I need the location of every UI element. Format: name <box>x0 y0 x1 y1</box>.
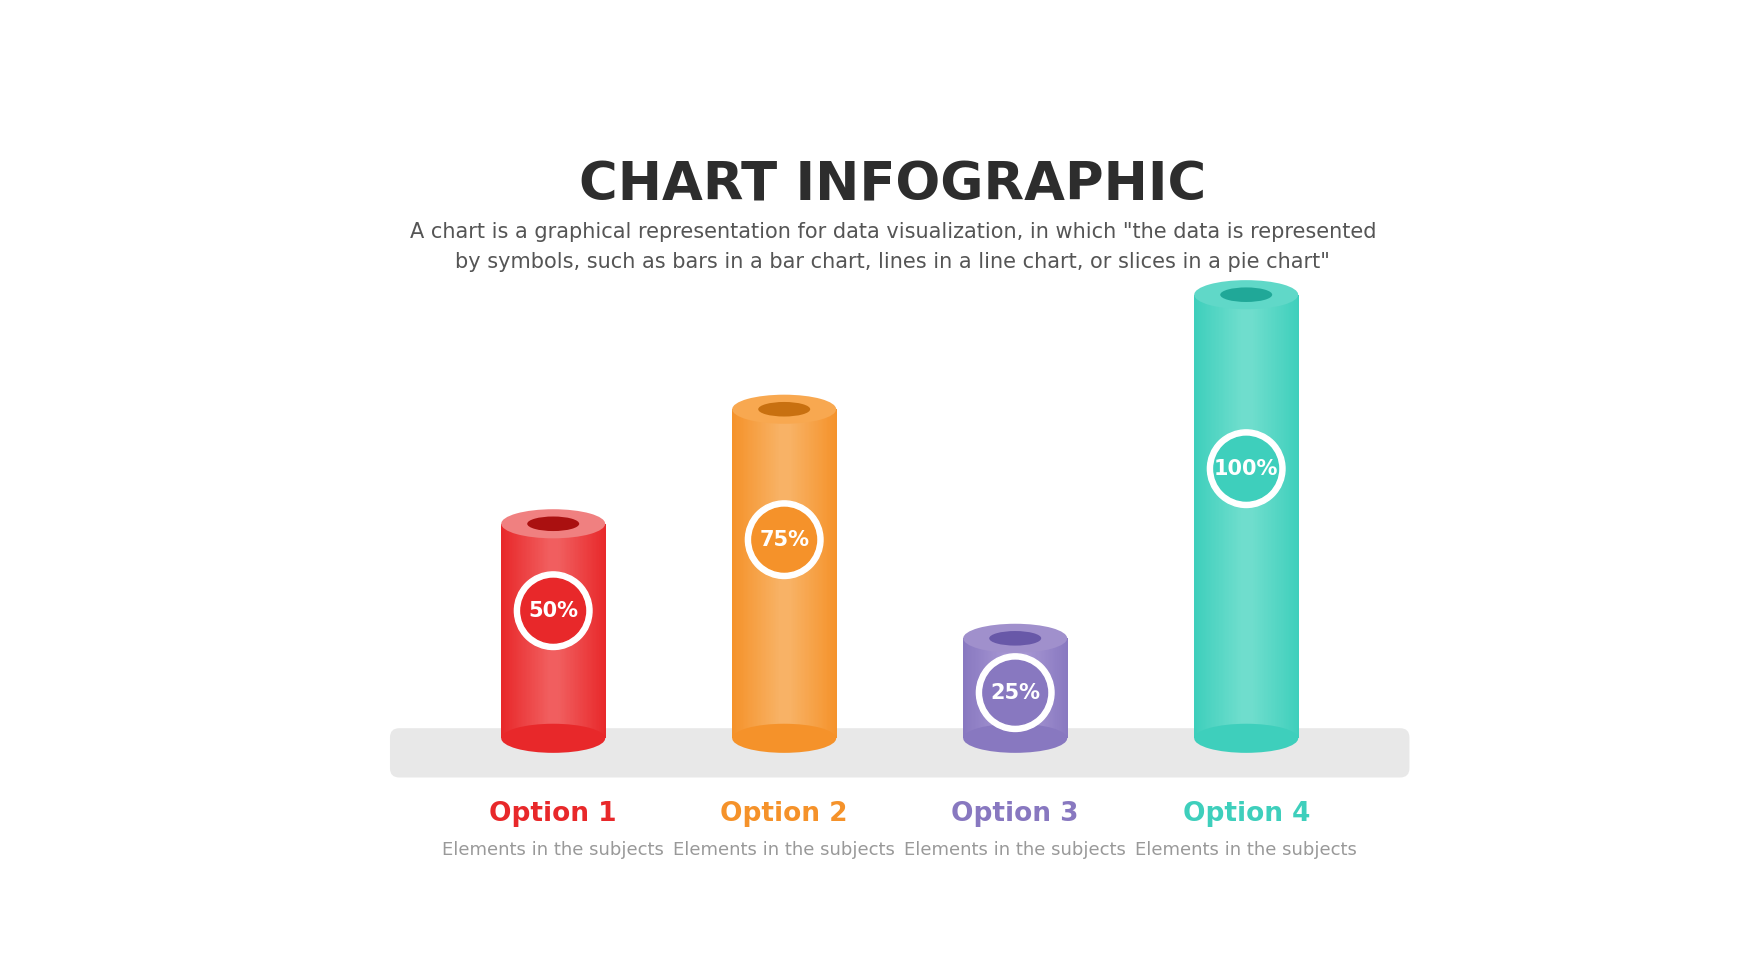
FancyBboxPatch shape <box>390 728 1409 777</box>
Ellipse shape <box>732 395 836 423</box>
Ellipse shape <box>1219 287 1272 302</box>
Circle shape <box>521 578 585 643</box>
Text: Elements in the subjects: Elements in the subjects <box>672 841 895 858</box>
Circle shape <box>977 654 1054 731</box>
Text: 75%: 75% <box>760 530 810 550</box>
Text: CHART INFOGRAPHIC: CHART INFOGRAPHIC <box>578 160 1207 212</box>
Text: Elements in the subjects: Elements in the subjects <box>904 841 1125 858</box>
Text: Option 1: Option 1 <box>490 801 617 826</box>
Ellipse shape <box>963 623 1068 653</box>
Text: Elements in the subjects: Elements in the subjects <box>1136 841 1357 858</box>
Ellipse shape <box>758 402 810 416</box>
Text: Option 3: Option 3 <box>951 801 1078 826</box>
Text: Option 2: Option 2 <box>721 801 848 826</box>
Text: Option 4: Option 4 <box>1183 801 1310 826</box>
Text: A chart is a graphical representation for data visualization, in which "the data: A chart is a graphical representation fo… <box>409 221 1376 241</box>
Ellipse shape <box>732 724 836 753</box>
Circle shape <box>1214 436 1279 501</box>
Circle shape <box>746 501 822 578</box>
Circle shape <box>753 508 817 572</box>
Text: 25%: 25% <box>989 683 1040 703</box>
Ellipse shape <box>502 724 604 753</box>
Ellipse shape <box>1195 724 1298 753</box>
Text: Elements in the subjects: Elements in the subjects <box>442 841 664 858</box>
Ellipse shape <box>528 516 578 531</box>
Text: 100%: 100% <box>1214 459 1279 478</box>
Text: by symbols, such as bars in a bar chart, lines in a line chart, or slices in a p: by symbols, such as bars in a bar chart,… <box>455 253 1331 272</box>
Circle shape <box>514 572 592 650</box>
Ellipse shape <box>1195 280 1298 310</box>
Circle shape <box>982 661 1047 725</box>
Text: 50%: 50% <box>528 601 578 620</box>
Ellipse shape <box>502 510 604 538</box>
Ellipse shape <box>963 724 1068 753</box>
Ellipse shape <box>989 631 1042 646</box>
Circle shape <box>1207 430 1286 508</box>
